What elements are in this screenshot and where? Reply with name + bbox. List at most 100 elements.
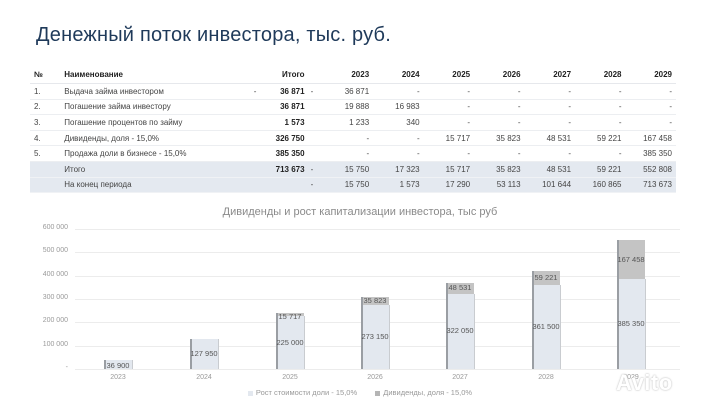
gridline <box>75 252 680 254</box>
x-axis-tick: 2029 <box>623 374 639 381</box>
row-year-value: 16 983 <box>373 99 424 116</box>
bar-2027: 48 531 322 050 <box>446 282 474 369</box>
bar-label-dividends: 48 531 <box>448 283 472 293</box>
row-name: Итого <box>60 161 251 178</box>
row-total: 36 871 <box>260 99 309 116</box>
row-year-value: - <box>625 114 676 131</box>
table-header-row: № Наименование Итого 2023 2024 2025 2026… <box>30 65 676 84</box>
row-year-value: 160 865 <box>575 177 626 194</box>
row-year-value: 17 290 <box>423 177 475 194</box>
table-row: 4. Дивиденды, доля - 15,0% 326 750- -15 717… <box>30 130 676 147</box>
x-axis-tick: 2026 <box>367 374 383 381</box>
x-axis-tick: 2023 <box>110 374 126 381</box>
legend-item-growth: Рост стоимости доли - 15,0% <box>247 388 357 397</box>
row-total: 1 573 <box>260 114 309 131</box>
row-total-mark <box>308 114 323 131</box>
row-year-value: 59 221 <box>575 161 626 178</box>
row-year-value: - <box>575 83 626 100</box>
row-total: 385 350 <box>260 145 309 162</box>
row-year-value: - <box>322 145 374 162</box>
bar-label-dividends: 59 221 <box>534 272 558 282</box>
row-total: 36 871 <box>260 83 309 100</box>
table-row: На конец периода -15 750 1 573 17 290 53 113… <box>30 177 676 194</box>
bar-label-dividends: 15 717 <box>278 311 302 321</box>
bar-segment-dividends <box>446 282 474 294</box>
row-year-value: 1 233 <box>322 114 374 131</box>
row-mark: - <box>250 83 261 100</box>
row-total-mark: - <box>308 161 323 178</box>
header-num: № <box>30 65 61 84</box>
row-mark <box>250 99 261 116</box>
header-year: 2027 <box>524 65 576 84</box>
bar-2026: 35 823 273 150 <box>361 296 389 369</box>
row-number: 1. <box>30 83 61 100</box>
header-year: 2026 <box>474 65 525 84</box>
row-year-value: 59 221 <box>575 130 626 147</box>
row-year-value: - <box>423 99 475 116</box>
row-name: На конец периода <box>60 177 251 194</box>
row-mark <box>250 145 261 162</box>
bar-2023: 36 900 <box>104 360 132 370</box>
row-number: 4. <box>30 130 61 147</box>
row-year-value: - <box>373 145 424 162</box>
row-total: 326 750 <box>260 130 309 147</box>
x-axis-tick: 2027 <box>452 374 468 381</box>
bar-segment-growth <box>190 339 218 369</box>
row-year-value: - <box>575 99 626 116</box>
row-year-value: 15 750 <box>322 161 374 178</box>
row-name: Погашение процентов по займу <box>60 114 251 131</box>
legend-item-dividends: Дивиденды, доля - 15,0% <box>375 388 472 397</box>
bar-label-growth: 127 950 <box>190 349 218 359</box>
x-axis-tick: 2028 <box>538 374 554 381</box>
row-year-value: - <box>575 114 626 131</box>
table-row: Итого 713 673-15 750 17 323 15 717 35 823 48 … <box>30 161 676 178</box>
row-name: Выдача займа инвестором <box>60 83 251 100</box>
bar-segment-dividends <box>361 296 389 306</box>
row-total-mark: - <box>308 177 323 194</box>
bar-2029: 167 458 385 350 <box>617 240 645 369</box>
y-axis-tick: 600 000 <box>42 224 68 231</box>
row-year-value: 17 323 <box>373 161 424 178</box>
row-year-value: 15 750 <box>322 177 374 194</box>
row-year-value: 101 644 <box>524 177 576 194</box>
row-year-value: 1 573 <box>373 177 424 194</box>
row-number <box>30 161 61 178</box>
row-total <box>260 177 309 194</box>
y-axis-tick: 500 000 <box>42 247 68 255</box>
x-axis-tick: 2025 <box>282 374 298 381</box>
x-axis-tick: 2024 <box>196 374 212 381</box>
bar-label-growth: 322 050 <box>446 326 474 336</box>
bar-label-growth: 273 150 <box>361 332 389 342</box>
bar-segment-growth <box>617 279 645 369</box>
row-mark <box>250 130 261 147</box>
bar-label-growth: 225 000 <box>276 337 304 347</box>
row-year-value: - <box>524 114 576 131</box>
legend-swatch-icon <box>375 390 381 396</box>
row-number <box>30 177 61 194</box>
row-year-value: - <box>474 114 525 131</box>
row-year-value: - <box>423 145 475 162</box>
row-year-value: - <box>373 83 424 100</box>
bar-segment-growth <box>276 316 304 369</box>
bar-label-dividends: 35 823 <box>363 296 387 306</box>
bar-segment-growth <box>532 284 560 369</box>
row-number: 3. <box>30 114 61 131</box>
header-name: Наименование <box>60 65 251 84</box>
legend-swatch-icon <box>247 390 253 396</box>
row-year-value: 35 823 <box>474 161 525 178</box>
bar-segment-growth <box>104 360 132 369</box>
row-year-value: 15 717 <box>423 130 475 147</box>
row-year-value: 552 808 <box>625 161 676 178</box>
row-year-value: - <box>524 83 576 100</box>
row-year-value: - <box>524 99 576 116</box>
row-total-mark <box>308 130 323 147</box>
row-year-value: 35 823 <box>474 130 525 147</box>
row-total: 713 673 <box>260 161 309 178</box>
y-axis-tick: 100 000 <box>42 340 68 348</box>
row-total-mark <box>308 145 323 162</box>
row-year-value: - <box>474 99 525 116</box>
chart-title: Дивиденды и рост капитализации инвестора… <box>222 206 498 218</box>
table-row: 3. Погашение процентов по займу 1 573 1 233… <box>30 114 676 131</box>
bar-segment-growth <box>361 305 389 369</box>
